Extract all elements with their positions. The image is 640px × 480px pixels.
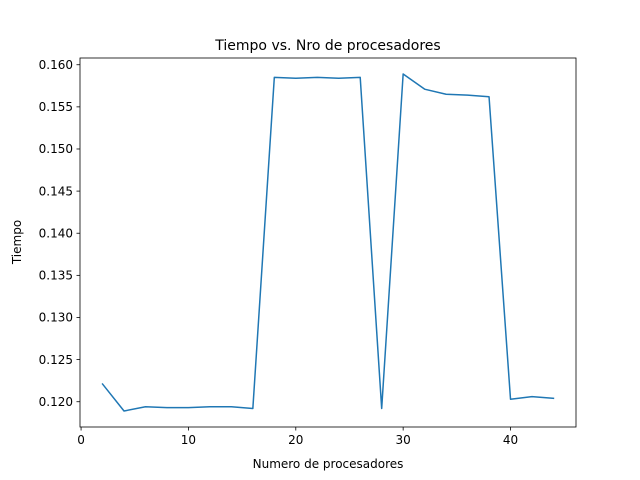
y-tick-label: 0.135 bbox=[39, 269, 73, 283]
chart-title: Tiempo vs. Nro de procesadores bbox=[214, 38, 440, 54]
y-tick-label: 0.125 bbox=[39, 353, 73, 367]
y-tick-label: 0.155 bbox=[39, 100, 73, 114]
x-tick-label: 40 bbox=[503, 433, 518, 447]
x-tick-label: 30 bbox=[396, 433, 411, 447]
x-tick-label: 10 bbox=[181, 433, 196, 447]
y-tick-label: 0.130 bbox=[39, 311, 73, 325]
series-layer bbox=[101, 73, 555, 412]
axes-background bbox=[80, 58, 576, 427]
y-axis-label: Tiempo bbox=[10, 220, 24, 265]
y-tick-label: 0.150 bbox=[39, 142, 73, 156]
y-tick-label: 0.160 bbox=[39, 58, 73, 72]
series-line-0 bbox=[101, 73, 555, 412]
x-tick-label: 20 bbox=[288, 433, 303, 447]
y-tick-label: 0.140 bbox=[39, 226, 73, 240]
y-tick-label: 0.145 bbox=[39, 184, 73, 198]
axes-frame bbox=[79, 57, 577, 428]
y-tick-label: 0.120 bbox=[39, 395, 73, 409]
plot-area bbox=[80, 58, 576, 427]
x-tick-label: 0 bbox=[77, 433, 85, 447]
ticks-layer: 0 10 20 30 40 0.120 0.125 0.130 0.135 0.140 0.145 0… bbox=[39, 58, 519, 447]
x-axis-label: Numero de procesadores bbox=[253, 457, 404, 471]
